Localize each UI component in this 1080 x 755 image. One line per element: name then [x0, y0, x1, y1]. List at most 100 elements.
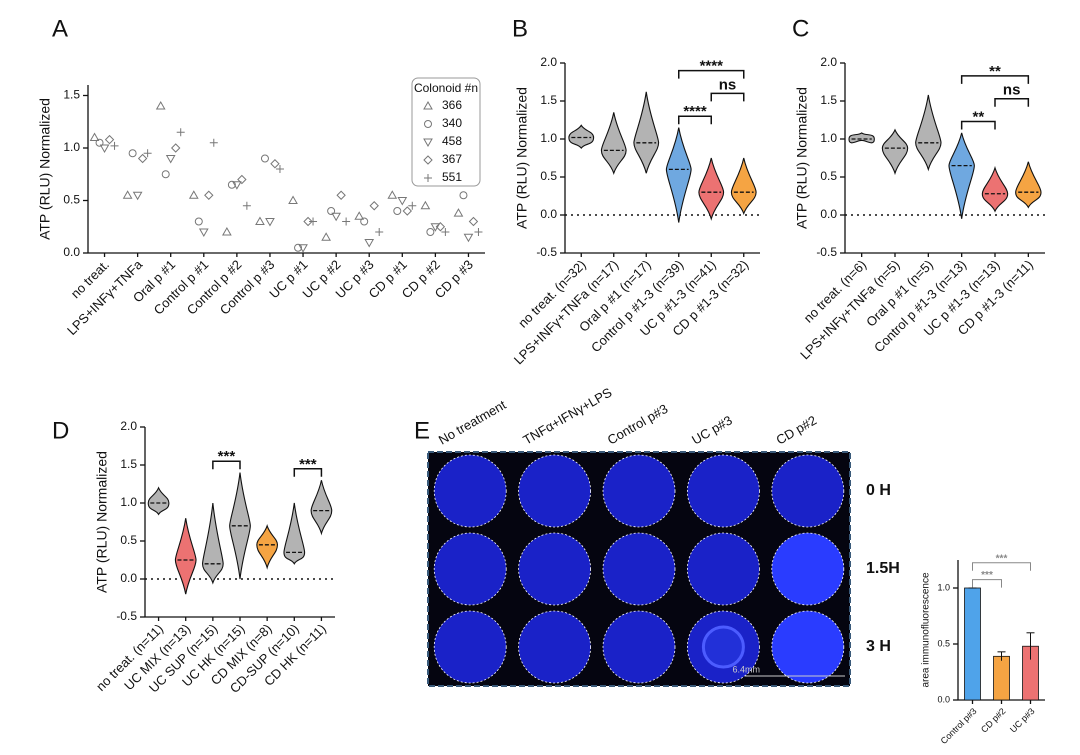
y-axis-label: ATP (RLU) Normalized: [794, 87, 810, 229]
y-tick-label: 0.5: [63, 193, 80, 207]
significance-label: **: [972, 108, 984, 125]
organoid-ring: [701, 625, 745, 669]
significance-bracket: [972, 579, 1002, 588]
violin: [256, 524, 279, 570]
data-point: [387, 190, 398, 199]
data-point: [232, 181, 242, 190]
significance-bracket: [678, 115, 712, 125]
panel-letter: E: [414, 417, 430, 444]
significance-label: ***: [218, 448, 236, 465]
data-point: [360, 217, 369, 226]
y-tick-label: 1.5: [820, 93, 837, 107]
violin: [600, 112, 627, 175]
data-point: [209, 138, 218, 147]
data-point: [354, 211, 365, 220]
panel-letter: A: [52, 15, 68, 42]
data-point: [408, 201, 417, 210]
data-point: [143, 149, 152, 158]
legend-box: [411, 77, 481, 187]
violin: [665, 127, 692, 223]
y-axis-label: ATP (RLU) Normalized: [514, 87, 530, 229]
legend-marker: [423, 100, 433, 110]
significance-label: ns: [1003, 82, 1021, 99]
x-tick-label: UC p#3: [1008, 706, 1037, 735]
violin: [1015, 161, 1042, 209]
bar: [993, 655, 1010, 701]
data-point: [198, 228, 209, 238]
data-point: [110, 141, 119, 150]
data-point: [453, 208, 464, 217]
data-point: [137, 153, 148, 164]
data-point: [188, 190, 199, 199]
legend-label: 367: [442, 152, 462, 166]
y-tick-label: 0.0: [540, 207, 557, 221]
data-point: [122, 190, 133, 199]
data-point: [426, 228, 435, 236]
violin: [848, 132, 875, 144]
data-point: [402, 206, 412, 216]
well-image: [602, 454, 676, 528]
legend-label: 340: [442, 116, 462, 130]
y-tick-label: 0.0: [63, 245, 80, 259]
y-axis-label: area immunofluorescence: [921, 572, 932, 687]
well-image: [518, 532, 591, 606]
y-axis-label: ATP (RLU) Normalized: [37, 98, 53, 240]
data-point: [270, 159, 280, 169]
data-point: [155, 100, 166, 110]
y-axis-label: ATP (RLU) Normalized: [94, 451, 110, 593]
y-tick-label: -0.5: [116, 609, 137, 623]
row-label: 3 H: [866, 638, 891, 655]
legend-marker: [424, 120, 432, 128]
y-tick-label: 1.5: [540, 93, 557, 107]
data-point: [303, 216, 313, 227]
significance-label: **: [989, 63, 1001, 80]
y-tick-label: 1.0: [540, 131, 557, 145]
violin: [568, 124, 595, 150]
significance-label: ns: [719, 76, 737, 93]
data-point: [204, 190, 214, 200]
y-tick-label: 0.5: [820, 169, 837, 183]
legend-label: 366: [442, 98, 462, 112]
violin: [730, 157, 757, 216]
well-image: [771, 454, 845, 528]
y-tick-label: 0.5: [540, 169, 557, 183]
significance-bracket: [960, 120, 996, 130]
violin: [147, 486, 170, 516]
y-tick-label: 2.0: [820, 55, 837, 69]
significance-bracket: [212, 460, 241, 470]
significance-label: ****: [700, 58, 724, 75]
significance-label: ***: [996, 553, 1008, 564]
column-label: CD p#2: [774, 413, 820, 448]
violin: [948, 132, 975, 219]
significance-label: ***: [299, 456, 317, 473]
y-tick-label: 1.5: [63, 88, 80, 102]
y-tick-label: 0.5: [120, 533, 137, 547]
panel-letter: B: [512, 15, 528, 42]
y-tick-label: -0.5: [816, 245, 837, 259]
data-point: [255, 216, 265, 225]
data-point: [194, 217, 203, 226]
y-tick-label: 0.5: [937, 638, 950, 648]
data-point: [336, 190, 346, 200]
y-tick-label: 2.0: [540, 55, 557, 69]
well-image: [687, 454, 760, 528]
violin: [633, 91, 660, 174]
data-point: [260, 154, 269, 163]
significance-bracket: [678, 69, 745, 79]
data-point: [441, 228, 450, 236]
significance-bracket: [960, 75, 1030, 84]
well-image: [433, 610, 507, 684]
well-image: [687, 532, 760, 606]
data-point: [369, 201, 379, 211]
violin: [174, 518, 197, 595]
violin: [881, 128, 909, 176]
data-point: [165, 155, 176, 164]
significance-bracket: [994, 97, 1030, 107]
data-point: [222, 226, 232, 236]
column-label: Control p#3: [605, 401, 671, 448]
data-point: [342, 217, 351, 226]
significance-label: ****: [683, 103, 707, 120]
data-point: [463, 233, 474, 243]
violin: [283, 502, 306, 565]
well-image: [433, 532, 507, 606]
